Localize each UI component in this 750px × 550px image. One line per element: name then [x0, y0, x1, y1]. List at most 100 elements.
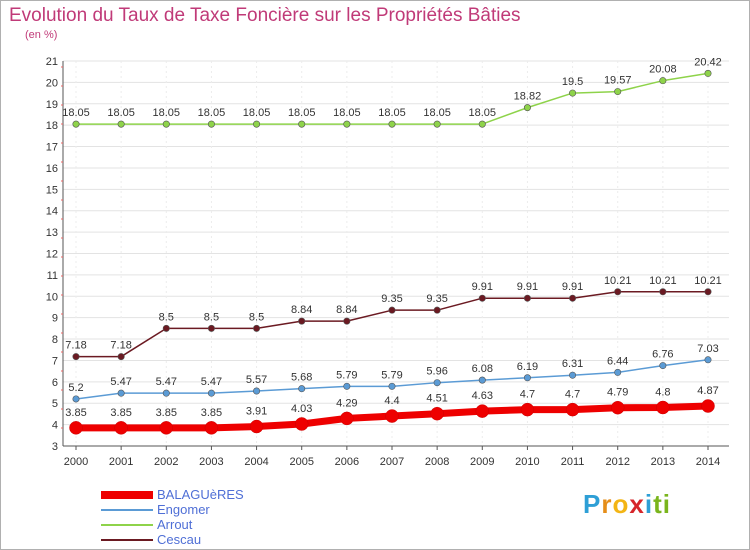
chart-legend: BALAGUèRES Engomer Arrout Cescau	[101, 487, 301, 547]
data-point	[614, 88, 622, 96]
x-tick-label: 2007	[380, 456, 404, 468]
data-label: 3.85	[156, 407, 177, 419]
data-point	[343, 317, 351, 325]
legend-label-cescau: Cescau	[157, 532, 202, 547]
y-tick-label: 19	[46, 99, 58, 111]
data-point	[207, 120, 215, 128]
data-label: 5.47	[201, 376, 222, 388]
x-tick-label: 2010	[515, 456, 539, 468]
data-label: 9.91	[472, 281, 493, 293]
data-label: 18.05	[198, 107, 226, 119]
data-point	[117, 389, 125, 397]
data-point	[298, 385, 306, 393]
y-tick-label: 12	[46, 249, 58, 261]
data-label: 6.19	[517, 361, 538, 373]
data-point	[72, 353, 80, 361]
data-label: 3.85	[110, 407, 131, 419]
data-label: 6.08	[472, 363, 493, 375]
x-tick-label: 2012	[605, 456, 629, 468]
x-tick-label: 2004	[244, 456, 268, 468]
data-point	[569, 371, 577, 379]
data-point	[614, 368, 622, 376]
data-label: 18.05	[243, 107, 271, 119]
data-point	[294, 417, 309, 431]
data-label: 5.96	[426, 366, 447, 378]
data-label: 10.21	[604, 275, 632, 287]
data-point	[72, 120, 80, 128]
y-tick-label: 9	[52, 313, 58, 325]
y-tick-label: 21	[46, 56, 58, 68]
data-label: 4.87	[697, 385, 718, 397]
data-label: 5.68	[291, 372, 312, 384]
data-label: 5.47	[110, 376, 131, 388]
data-label: 4.03	[291, 403, 312, 415]
x-tick-label: 2013	[651, 456, 675, 468]
data-point	[72, 395, 80, 403]
legend-item: Arrout	[101, 517, 301, 532]
data-label: 7.18	[110, 340, 131, 352]
chart-title: Evolution du Taux de Taxe Foncière sur l…	[9, 5, 521, 26]
data-label: 18.05	[423, 107, 451, 119]
logo-letter: r	[601, 489, 613, 519]
x-tick-label: 2000	[64, 456, 88, 468]
x-tick-label: 2002	[154, 456, 178, 468]
data-label: 6.44	[607, 355, 628, 367]
data-point	[523, 374, 531, 382]
data-point	[523, 294, 531, 302]
data-label: 18.05	[469, 107, 497, 119]
data-label: 10.21	[694, 275, 722, 287]
data-point	[69, 421, 83, 435]
y-tick-label: 6	[52, 377, 58, 389]
logo-letter: o	[612, 489, 630, 519]
y-tick-label: 7	[52, 355, 58, 367]
logo-letter: i	[644, 489, 654, 519]
data-point	[207, 324, 215, 332]
data-label: 8.84	[291, 304, 312, 316]
y-tick-label: 3	[52, 441, 58, 453]
data-label: 8.5	[249, 311, 264, 323]
data-label: 5.79	[381, 369, 402, 381]
data-point	[704, 356, 712, 364]
data-label: 8.5	[204, 311, 219, 323]
data-point	[704, 288, 712, 296]
data-point	[659, 362, 667, 370]
data-label: 9.35	[381, 293, 402, 305]
data-label: 4.7	[520, 389, 535, 401]
data-label: 4.63	[472, 390, 493, 402]
data-point	[659, 77, 667, 85]
data-label: 8.84	[336, 304, 357, 316]
data-point	[204, 421, 219, 435]
y-tick-label: 10	[46, 291, 58, 303]
legend-label-engomer: Engomer	[157, 502, 210, 517]
data-label: 9.91	[517, 281, 538, 293]
data-point	[475, 404, 490, 418]
legend-label-balagueres: BALAGUèRES	[157, 487, 244, 502]
data-point	[253, 120, 261, 128]
data-label: 9.35	[426, 293, 447, 305]
y-tick-label: 8	[52, 334, 58, 346]
x-tick-label: 2008	[425, 456, 449, 468]
data-label: 9.91	[562, 281, 583, 293]
data-point	[249, 419, 264, 434]
data-point	[159, 421, 174, 435]
data-label: 18.05	[378, 107, 406, 119]
legend-item: Engomer	[101, 502, 301, 517]
data-point	[656, 400, 670, 415]
data-point	[117, 353, 125, 361]
data-point	[207, 389, 215, 397]
data-point	[388, 382, 396, 390]
data-point	[162, 120, 170, 128]
data-point	[610, 400, 625, 415]
data-point	[478, 120, 486, 128]
data-point	[430, 406, 444, 421]
y-tick-label: 15	[46, 184, 58, 196]
y-tick-label: 20	[46, 77, 58, 89]
data-point	[388, 306, 396, 314]
y-tick-label: 14	[46, 206, 58, 218]
data-label: 6.76	[652, 349, 673, 361]
data-point	[520, 402, 535, 417]
y-tick-label: 4	[52, 420, 58, 432]
legend-swatch-cescau	[101, 539, 153, 541]
